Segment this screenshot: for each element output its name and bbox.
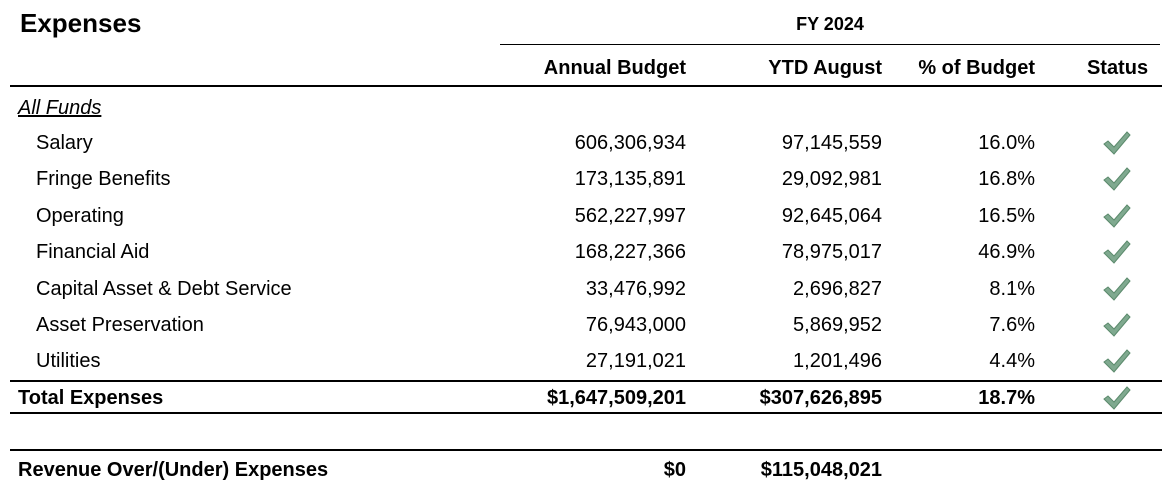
row-label: Utilities xyxy=(36,350,101,373)
section-label: All Funds xyxy=(18,97,102,119)
check-shape xyxy=(1103,167,1131,192)
total-value: $307,626,895 xyxy=(759,387,882,409)
row-label: Operating xyxy=(36,204,124,227)
period: FY 2024 xyxy=(796,14,864,34)
row-value: 76,943,000 xyxy=(585,314,686,336)
total-value: 18.7% xyxy=(978,387,1035,409)
status-check xyxy=(1103,276,1131,301)
row-value: 33,476,992 xyxy=(585,277,686,300)
revenue-label: Revenue Over/(Under) Expenses xyxy=(18,459,329,481)
row-value: 168,227,366 xyxy=(574,241,686,264)
row-label: Asset Preservation xyxy=(36,314,204,336)
row-value: 97,145,559 xyxy=(781,132,882,154)
row-value: 16.8% xyxy=(978,168,1035,191)
total-value: $1,647,509,201 xyxy=(546,387,686,409)
check-shape xyxy=(1103,204,1131,228)
row-value: 2,696,827 xyxy=(793,277,882,300)
check-shape xyxy=(1103,240,1131,264)
row-value: 16.5% xyxy=(978,204,1035,227)
rule xyxy=(500,44,1160,45)
row-value: 29,092,981 xyxy=(781,168,882,191)
status-check xyxy=(1103,386,1131,410)
row-value: 4.4% xyxy=(989,350,1035,373)
col-header: YTD August xyxy=(768,57,882,79)
row-label: Salary xyxy=(36,132,93,154)
row-value: 606,306,934 xyxy=(574,132,686,154)
col-header: Status xyxy=(1086,57,1149,79)
row-value: 173,135,891 xyxy=(574,168,686,191)
row-label: Capital Asset & Debt Service xyxy=(36,277,292,300)
rule xyxy=(10,449,1162,451)
revenue-value: $0 xyxy=(663,459,686,481)
row-value: 8.1% xyxy=(989,277,1035,300)
rule xyxy=(10,85,1162,87)
status-check xyxy=(1103,204,1131,228)
row-value: 46.9% xyxy=(978,241,1035,264)
rule xyxy=(10,412,1162,414)
col-header: Annual Budget xyxy=(543,57,686,79)
row-label: Financial Aid xyxy=(36,241,150,264)
row-value: 5,869,952 xyxy=(793,314,882,336)
row-value: 78,975,017 xyxy=(781,241,882,264)
check-shape xyxy=(1103,386,1131,410)
row-label: Fringe Benefits xyxy=(36,168,171,191)
status-check xyxy=(1103,167,1131,192)
col-header: % of Budget xyxy=(918,57,1035,79)
row-value: 16.0% xyxy=(978,132,1035,154)
row-value: 27,191,021 xyxy=(585,350,686,373)
status-check xyxy=(1103,240,1131,264)
check-shape xyxy=(1103,349,1131,374)
status-check xyxy=(1103,349,1131,374)
row-value: 92,645,064 xyxy=(781,204,882,227)
row-value: 7.6% xyxy=(989,314,1035,336)
title: Expenses xyxy=(20,8,142,38)
total-label: Total Expenses xyxy=(18,387,164,409)
check-shape xyxy=(1103,276,1131,301)
row-value: 1,201,496 xyxy=(793,350,882,373)
status-check xyxy=(1103,313,1131,337)
rule xyxy=(10,380,1162,382)
check-shape xyxy=(1103,131,1131,155)
row-value: 562,227,997 xyxy=(574,204,686,227)
check-shape xyxy=(1103,313,1131,337)
status-check xyxy=(1103,131,1131,155)
revenue-value: $115,048,021 xyxy=(760,459,882,481)
